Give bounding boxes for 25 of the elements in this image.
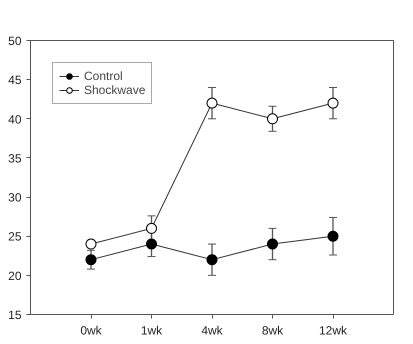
point: [267, 238, 278, 250]
y-tick-label: 15: [8, 308, 22, 322]
point: [328, 98, 338, 109]
y-tick-label: 40: [8, 112, 22, 126]
x-tick-label: 1wk: [140, 324, 164, 338]
x-tick-label: 4wk: [201, 324, 224, 338]
legend-label: Control: [84, 69, 123, 83]
x-tick-label: 12wk: [318, 324, 348, 338]
y-tick-label: 45: [8, 73, 22, 88]
point: [267, 113, 278, 124]
x-tick-label: 0wk: [80, 324, 103, 338]
point: [328, 230, 338, 242]
point: [86, 254, 96, 266]
y-tick-label: 30: [8, 190, 22, 205]
point: [206, 98, 218, 109]
y-tick-label: 35: [8, 151, 22, 166]
y-tick-label: 25: [8, 230, 22, 244]
x-tick-label: 8wk: [262, 324, 284, 338]
point: [146, 238, 157, 250]
point: [146, 222, 157, 234]
y-tick-label: 50: [8, 34, 22, 48]
point: [86, 238, 96, 250]
legend-label: Shockwave: [84, 83, 146, 97]
point: [206, 254, 218, 266]
y-tick-label: 20: [8, 268, 22, 283]
